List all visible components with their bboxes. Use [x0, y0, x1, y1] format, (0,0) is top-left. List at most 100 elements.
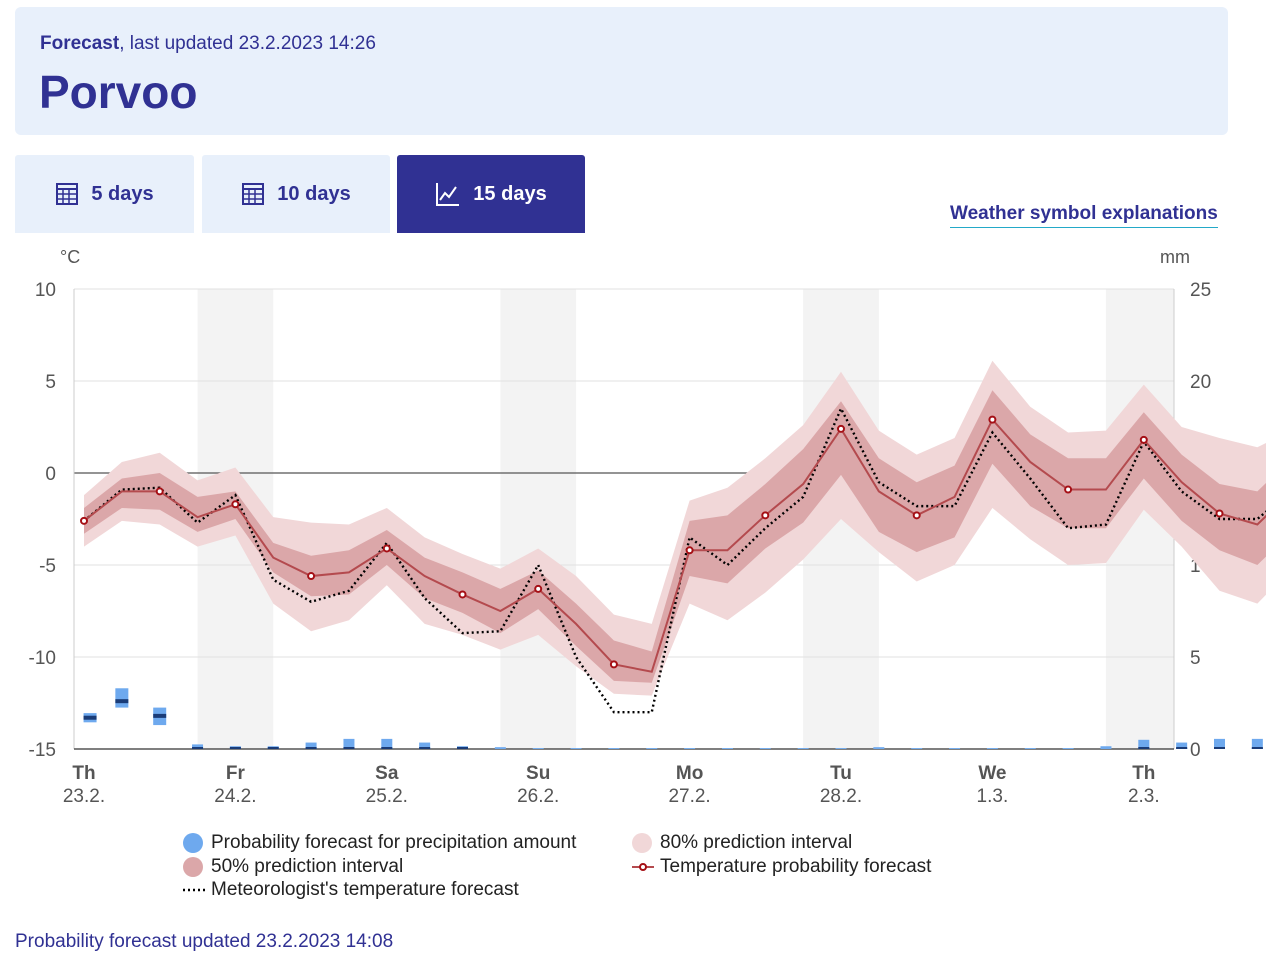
median-marker: [458, 590, 467, 599]
median-marker: [1139, 435, 1148, 444]
precip-bar-upper: [494, 747, 506, 749]
x-weekday-label: Su: [526, 763, 550, 784]
precip-bar-upper: [1251, 738, 1263, 749]
precip-bar-base: [305, 747, 317, 749]
precip-bar-base: [1214, 747, 1225, 749]
tab-5-days[interactable]: 5 days: [15, 155, 194, 233]
y2-tick-label: 20: [1190, 372, 1211, 393]
precip-bar-upper: [608, 748, 620, 749]
precip-bar-upper: [1100, 746, 1112, 749]
precip-bar-base: [1251, 747, 1263, 749]
median-line: [83, 417, 1266, 673]
y-tick-label: 5: [45, 372, 56, 393]
median-marker: [837, 424, 845, 433]
precip-box: [115, 688, 129, 708]
x-date-label: 24.2.: [214, 786, 256, 807]
x-date-label: 26.2.: [517, 786, 559, 807]
left-axis-unit: °C: [60, 247, 80, 267]
meteorologist-line: [83, 405, 1266, 714]
probability-updated-text: Probability forecast updated 23.2.2023 1…: [15, 931, 394, 952]
precip-bar-upper: [381, 738, 393, 749]
calendar-icon: [242, 183, 265, 205]
median-marker: [912, 511, 921, 520]
precip-bar-upper: [192, 744, 204, 749]
median-marker: [609, 660, 618, 669]
precip-bar-upper: [570, 748, 582, 749]
x-date-label: 1.3.: [977, 786, 1009, 807]
tab-label: 10 days: [277, 182, 351, 205]
y2-tick-label: 25: [1190, 280, 1211, 301]
precip-bar-upper: [986, 748, 998, 749]
legend-label: 50% prediction interval: [211, 856, 404, 877]
legend-swatch: [183, 833, 203, 853]
median-marker: [307, 572, 316, 581]
precip-bar-upper: [1214, 738, 1225, 749]
x-date-label: 23.2.: [63, 786, 105, 807]
precip-bar-upper: [305, 742, 317, 749]
precip-bar-upper: [343, 738, 355, 749]
tab-10-days[interactable]: 10 days: [202, 155, 390, 233]
legend-label: Temperature probability forecast: [660, 856, 932, 877]
precip-bar-base: [1176, 747, 1188, 749]
x-weekday-label: Fr: [226, 763, 246, 784]
precip-bar-upper: [949, 748, 961, 749]
x-weekday-label: Sa: [375, 763, 399, 784]
y-tick-label: -15: [29, 740, 56, 761]
weather-symbol-explanations-link[interactable]: Weather symbol explanations: [950, 203, 1218, 228]
legend-meteorologist: Meteorologist's temperature forecast: [183, 879, 519, 901]
precip-bar-upper: [1062, 748, 1074, 749]
legend-label: 80% prediction interval: [660, 832, 853, 853]
line-chart-icon: [436, 183, 460, 206]
y-tick-label: 10: [35, 280, 56, 301]
median-marker: [231, 500, 240, 509]
precip-bar-base: [343, 747, 355, 749]
legend-label: Meteorologist's temperature forecast: [211, 879, 519, 900]
forecast-subtitle: Forecast, last updated 23.2.2023 14:26: [40, 33, 376, 55]
x-weekday-label: Mo: [676, 763, 703, 784]
y2-tick-label: 5: [1190, 648, 1201, 669]
legend-80-interval: 80% prediction interval: [632, 832, 852, 854]
city-title: Porvoo: [39, 66, 198, 118]
right-axis-unit: mm: [1160, 247, 1190, 267]
precip-bar-upper: [1024, 748, 1036, 749]
x-date-label: 2.3.: [1128, 786, 1160, 807]
y2-tick-label: 0: [1190, 740, 1201, 761]
y-tick-label: -10: [29, 648, 56, 669]
day-shade: [500, 289, 577, 749]
temperature-precipitation-chart: 1050-5-10-152520151050°CmmTh23.2.Fr24.2.…: [29, 247, 1266, 807]
precip-bar-upper: [797, 748, 809, 749]
x-weekday-label: Th: [72, 763, 95, 784]
median-marker: [1215, 509, 1224, 518]
precip-bar-upper: [759, 748, 771, 749]
precip-bar-base: [1138, 747, 1150, 749]
legend-swatch: [632, 833, 652, 853]
precip-bar-base: [457, 747, 468, 749]
median-marker: [155, 487, 164, 496]
x-date-label: 28.2.: [820, 786, 862, 807]
y-tick-label: 0: [45, 464, 56, 485]
tab-label: 15 days: [473, 182, 547, 205]
median-marker: [80, 516, 88, 525]
precip-bar-upper: [646, 748, 658, 749]
legend-temperature-forecast: Temperature probability forecast: [632, 856, 931, 878]
precip-bar-upper: [419, 742, 431, 749]
forecast-label: Forecast: [40, 33, 120, 54]
tab-15-days[interactable]: 15 days: [397, 155, 585, 233]
median-marker: [761, 511, 770, 520]
precip-bar-upper: [873, 747, 885, 749]
median-marker: [382, 544, 391, 553]
legend-swatch: [183, 857, 203, 877]
legend-50-interval: 50% prediction interval: [183, 856, 403, 878]
precip-bar-upper: [835, 748, 847, 749]
legend-line-marker-icon: [632, 863, 654, 871]
x-date-label: 27.2.: [668, 786, 710, 807]
median-marker: [685, 546, 694, 555]
forecast-header: Forecast, last updated 23.2.2023 14:26 P…: [15, 7, 1228, 135]
x-weekday-label: Th: [1132, 763, 1155, 784]
precip-bar-upper: [1138, 739, 1150, 749]
legend-label: Probability forecast for precipitation a…: [211, 832, 577, 853]
median-marker: [988, 415, 997, 424]
median-marker: [1064, 485, 1073, 494]
y-tick-label: -5: [39, 556, 56, 577]
precip-bar-upper: [1176, 742, 1188, 749]
